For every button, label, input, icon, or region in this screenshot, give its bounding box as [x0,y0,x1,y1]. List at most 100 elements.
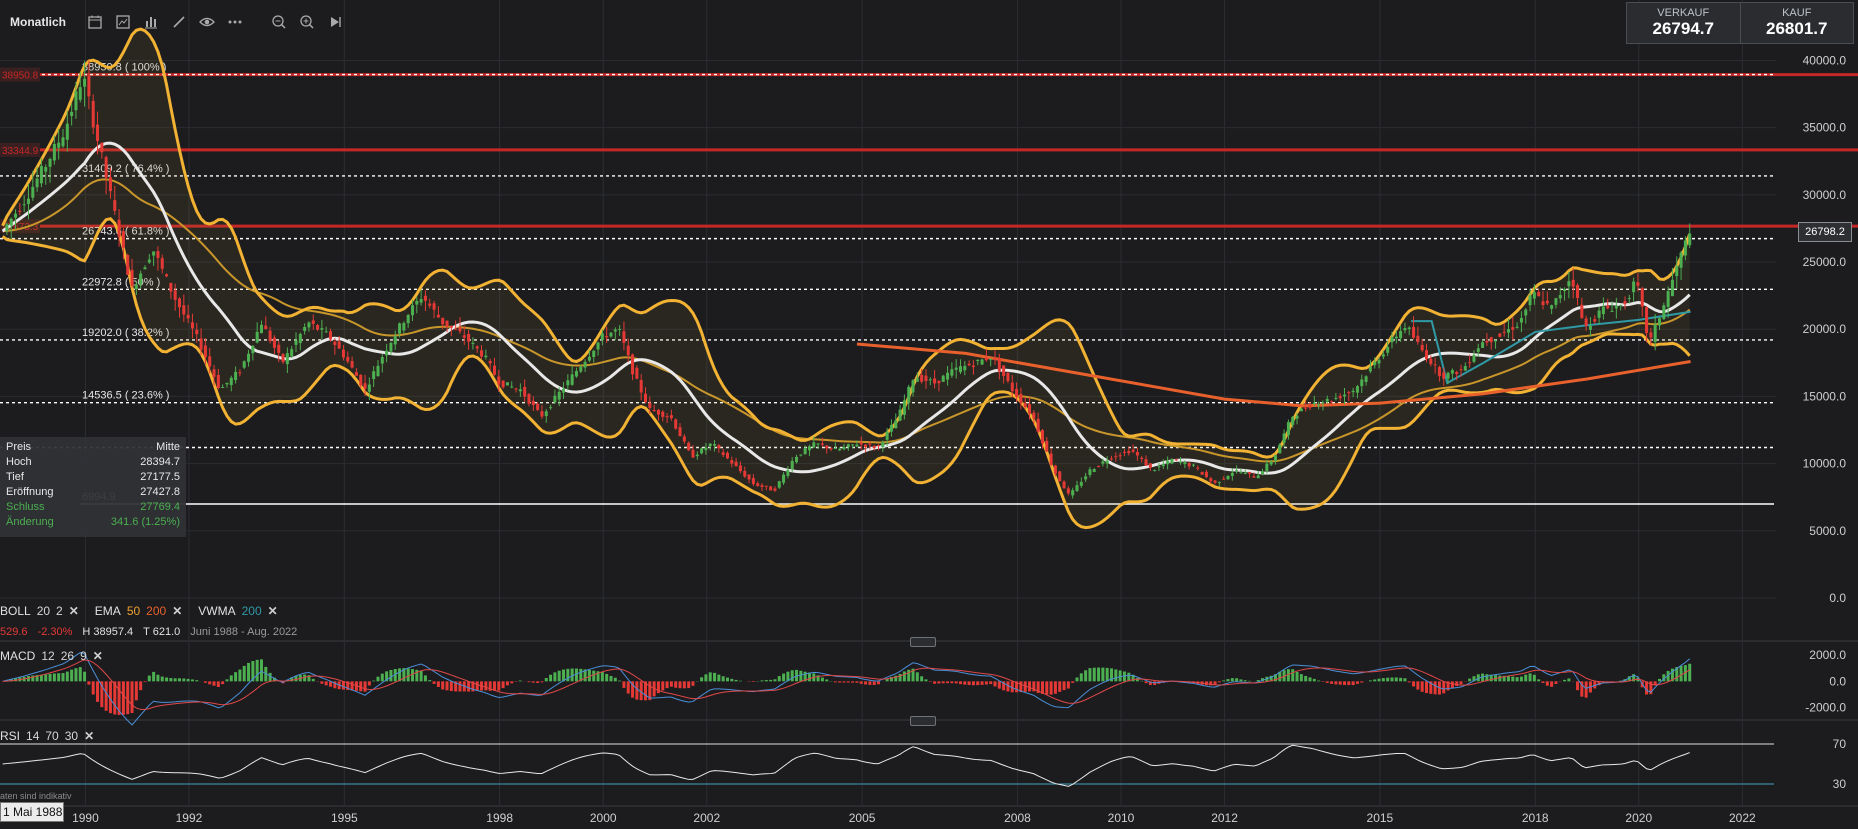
candle-body [316,324,320,330]
info-header-left: Preis [6,441,32,453]
candle-body [458,327,462,332]
timeframe-selector[interactable]: Monatlich [10,15,66,29]
boll-label[interactable]: BOLL [0,604,31,618]
candle-body [1330,401,1334,403]
candle-body [1196,467,1200,469]
macd-legend: MACD 12 26 9 ✕ [0,649,119,663]
candle-body [329,331,333,340]
macd-label[interactable]: MACD [0,649,36,663]
zoom-out-icon[interactable] [268,11,290,33]
boll-deviation: 2 [56,604,63,618]
candle-body [182,305,186,315]
candle-body [1502,331,1506,333]
candle-body [894,420,898,429]
remove-boll-button[interactable]: ✕ [68,604,79,618]
candle-body [1049,453,1053,465]
candle-body [1058,471,1062,482]
remove-vwma-button[interactable]: ✕ [267,604,278,618]
template-icon[interactable] [112,11,134,33]
candle-body [100,142,104,153]
candle-body [402,322,406,331]
candle-body [1045,440,1049,452]
candle-body [78,87,82,100]
candle-body [83,78,87,87]
x-tick-label: 2020 [1625,811,1652,825]
candle-body [48,158,52,167]
candle-body [583,361,587,368]
vwma-label[interactable]: VWMA [198,604,236,618]
remove-ema-button[interactable]: ✕ [172,604,183,618]
candle-body [790,460,794,470]
play-icon[interactable] [324,11,346,33]
remove-macd-button[interactable]: ✕ [92,649,103,663]
candle-body [337,341,341,349]
candle-body [251,345,255,354]
sell-quote-button[interactable]: VERKAUF 26794.7 [1627,3,1740,43]
candle-body [1485,341,1489,343]
ema-label[interactable]: EMA [94,604,121,618]
candle-body [652,410,656,412]
candle-body [1506,329,1510,333]
candle-body [846,444,850,448]
pane-resize-handle[interactable] [910,637,936,647]
candle-body [1563,288,1567,292]
left-axis-label: 38950.8 [2,71,39,82]
candle-body [1191,464,1196,466]
candle-body [1157,466,1161,468]
candle-body [311,320,315,324]
remove-rsi-button[interactable]: ✕ [84,729,95,743]
candle-body [96,124,100,141]
sell-price: 26794.7 [1652,19,1714,38]
candle-body [1519,317,1523,323]
candle-body [544,411,548,417]
candle-body [225,382,229,385]
candle-body [1153,470,1157,472]
candle-body [902,400,906,415]
calendar-icon[interactable] [84,11,106,33]
candle-body [557,391,561,400]
candle-body [1265,463,1269,472]
zoom-in-icon[interactable] [296,11,318,33]
rsi-label[interactable]: RSI [0,729,21,743]
candle-body [385,350,389,356]
candle-body [1498,333,1502,337]
candle-body [1226,475,1230,480]
x-tick-label: 2008 [1004,811,1031,825]
candle-body [1360,379,1364,387]
candle-body [596,342,600,350]
candle-body [350,361,354,368]
candle-body [255,331,259,343]
candle-body [264,325,268,330]
candle-body [1209,478,1213,482]
sell-label: VERKAUF [1657,7,1710,19]
candle-body [1230,472,1234,476]
candle-body [341,349,345,358]
candle-body [613,329,617,332]
candle-body [518,389,522,392]
candle-body [907,386,911,403]
draw-icon[interactable] [168,11,190,33]
candle-body [173,290,177,300]
buy-price: 26801.7 [1766,19,1828,38]
candle-body [1424,350,1429,360]
candle-body [1256,475,1260,479]
more-icon[interactable] [224,11,246,33]
candle-body [1489,337,1493,343]
candle-body [725,452,729,459]
candle-body [1222,478,1226,480]
buy-quote-button[interactable]: KAUF 26801.7 [1739,3,1854,43]
pane-resize-handle[interactable] [910,716,936,726]
eye-icon[interactable] [196,11,218,33]
candle-body [1632,281,1636,293]
candle-body [65,123,69,140]
candle-body [152,251,156,256]
chart-type-icon[interactable] [140,11,162,33]
candle-body [44,167,48,172]
ema-period-fast: 50 [126,604,141,618]
candle-body [933,378,937,384]
candle-body [812,442,816,448]
candle-body [721,452,725,456]
x-tick-label: 2005 [849,811,876,825]
candle-body [795,456,799,463]
